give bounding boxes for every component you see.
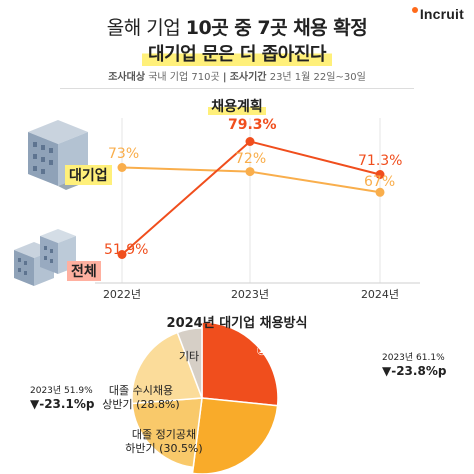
logo-text: Incruit [419,6,464,22]
pie-slice-grad-rolling-h1 [131,331,204,405]
note-line: ▼-23.1%p [30,397,95,411]
point-label: 67% [364,174,396,190]
pie-layer [131,321,279,474]
small-buildings-icon [14,229,76,286]
slice-label-line: 대졸 수시채용 [108,384,174,397]
data-point [245,137,255,146]
survey-period-value: 23년 1월 22일~30일 [269,72,366,83]
point-label: 71.3% [358,153,403,169]
subheadline-wrap: 대기업 문은 더 좁아진다 [0,40,474,66]
series-label-all: 전체 [67,261,101,281]
header-divider [60,88,414,89]
note-line: ▼-23.8%p [382,364,447,378]
survey-period-label: 조사기간 [229,72,267,83]
change-note-career: 2023년 61.1% ▼-23.8%p [382,352,446,380]
logo-dot-icon [411,7,418,13]
line-chart-title-text: 채용계획 [208,99,266,115]
line-series-layer [117,137,385,259]
data-point [117,250,127,259]
slice-label-line: 하반기 (30.5%) [125,442,203,455]
note-line: 2023년 51.9% [30,386,93,396]
pie-slice-career [201,321,279,407]
data-point [375,187,385,197]
slice-label-grad-fixed: ② 대졸 정기공채 상반기 (35.6%) [262,402,402,438]
slice-label-line: 대졸 정기공채 [301,403,378,418]
slice-label-etc: 기타 [178,350,200,363]
survey-target-value: 국내 기업 710곳 [148,72,220,83]
pie-slice-etc [176,327,203,399]
headline-pre: 올해 기업 [106,17,186,39]
x-tick-label: 2023년 [230,288,270,301]
x-tick-label: 2024년 [360,288,400,301]
slice-label-line: 상반기 (28.8%) [102,398,180,411]
headline: 올해 기업 10곳 중 7곳 채용 확정 [0,13,474,40]
point-label: 72% [235,151,267,167]
slice-label-line: 대졸 정기공채 [131,428,197,441]
point-label: 51.9% [104,242,149,258]
slice-value: (37.3%) [279,362,337,377]
change-note-grad-rolling: 2023년 51.9% ▼-23.1%p [30,385,94,413]
slice-number-badge: ① [256,344,268,359]
incruit-logo: Incruit [411,6,464,22]
slice-label-grad-fixed-h2: 대졸 정기공채 하반기 (30.5%) [118,428,210,456]
pie-slice-grad-fixed-h2 [131,397,203,469]
data-point [245,167,255,177]
headline-bold: 10곳 중 7곳 채용 확정 [185,17,368,39]
survey-target-label: 조사대상 [108,72,146,83]
survey-info: 조사대상 국내 기업 710곳 | 조사기간 23년 1월 22일~30일 [0,68,474,83]
point-label: 79.3% [228,117,277,133]
data-point [117,163,127,172]
x-tick-label: 2022년 [102,288,142,301]
survey-separator: | [222,72,227,83]
slice-label-line: 상반기 [283,421,320,436]
slice-label-grad-rolling: 대졸 수시채용 상반기 (28.8%) [96,384,186,412]
point-label: 73% [108,146,140,162]
slice-label-career: ① 경력직 수시채용 (37.3%) [228,343,388,379]
pie-chart-title: 2024년 대기업 채용방식 [166,316,308,331]
slice-value: (35.6%) [323,421,381,436]
slice-number-badge: ② [286,403,298,418]
note-line: 2023년 61.1% [382,353,445,363]
subheadline: 대기업 문은 더 좁아진다 [142,40,332,66]
line-chart-title: 채용계획 [180,96,294,116]
series-label-large-company: 대기업 [65,165,112,185]
slice-label-line: 경력직 수시채용 [271,344,360,359]
data-point [375,170,385,179]
